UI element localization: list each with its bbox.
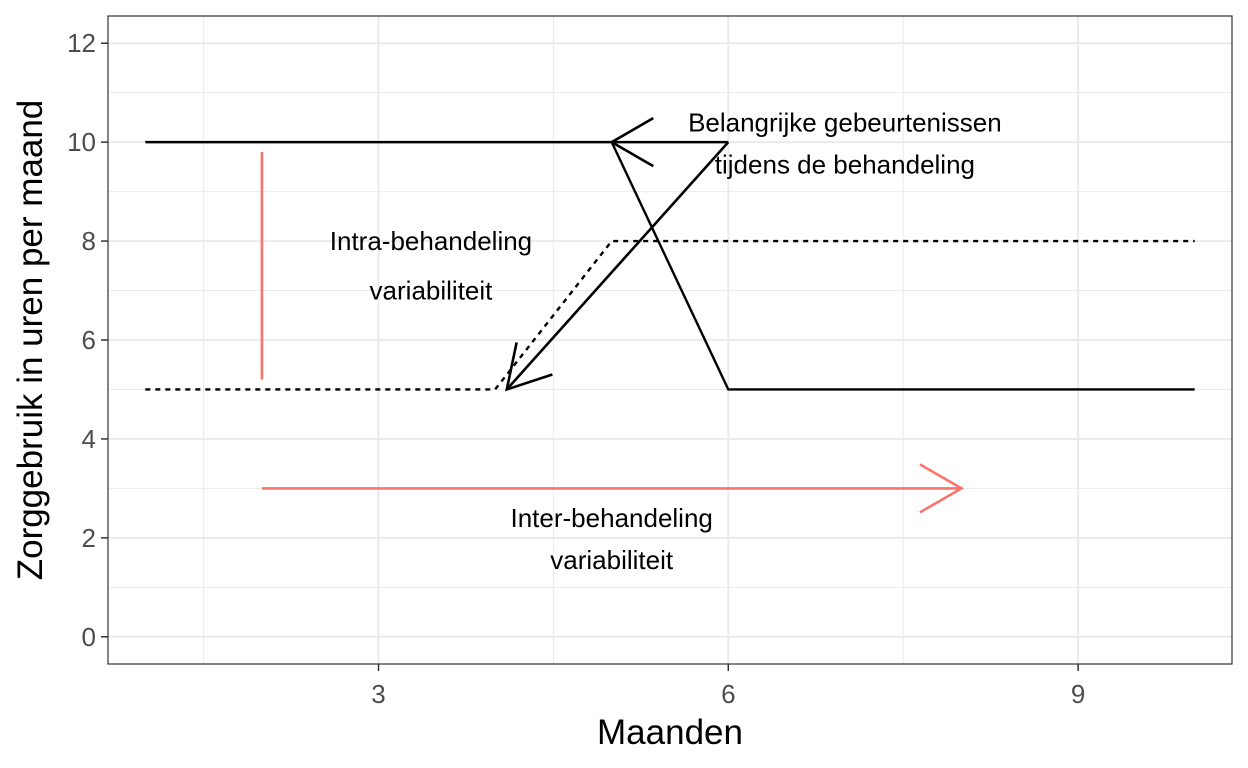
- x-tick-label: 9: [1071, 679, 1085, 709]
- y-tick-label: 10: [67, 127, 96, 157]
- series-line-solid: [145, 140, 1195, 391]
- annotation-text: tijdens de behandeling: [715, 149, 975, 179]
- event-arrow-head: [505, 342, 553, 392]
- y-tick-label: 2: [82, 523, 96, 553]
- x-tick-label: 3: [371, 679, 385, 709]
- y-axis-title: Zorggebruik in uren per maand: [11, 100, 50, 581]
- annotation-text: variabiliteit: [550, 545, 674, 575]
- event-arrow-head: [609, 117, 654, 168]
- y-tick-label: 4: [82, 424, 96, 454]
- annotation-text: Inter-behandeling: [511, 503, 713, 533]
- axis-ticks: [101, 42, 1079, 671]
- annotation-text: variabiliteit: [370, 276, 494, 306]
- annotation-text: Intra-behandeling: [330, 226, 532, 256]
- y-tick-label: 0: [82, 622, 96, 652]
- y-tick-label: 6: [82, 325, 96, 355]
- series-line-dotted: [145, 239, 1195, 391]
- axis-tick-labels: 3 6 9 0 2 4 6 8 10 12: [67, 28, 1085, 709]
- x-axis-title: Maanden: [597, 713, 743, 752]
- series-layer: [145, 140, 1195, 391]
- y-tick-label: 8: [82, 226, 96, 256]
- annotation-layer: Intra-behandeling variabiliteit Inter-beha…: [260, 107, 1002, 575]
- y-tick-label: 12: [67, 28, 96, 58]
- x-tick-label: 6: [721, 679, 735, 709]
- inter-variability-arrow-head: [919, 463, 965, 514]
- event-arrow-shaft: [505, 141, 730, 391]
- annotation-text: Belangrijke gebeurtenissen: [688, 107, 1002, 137]
